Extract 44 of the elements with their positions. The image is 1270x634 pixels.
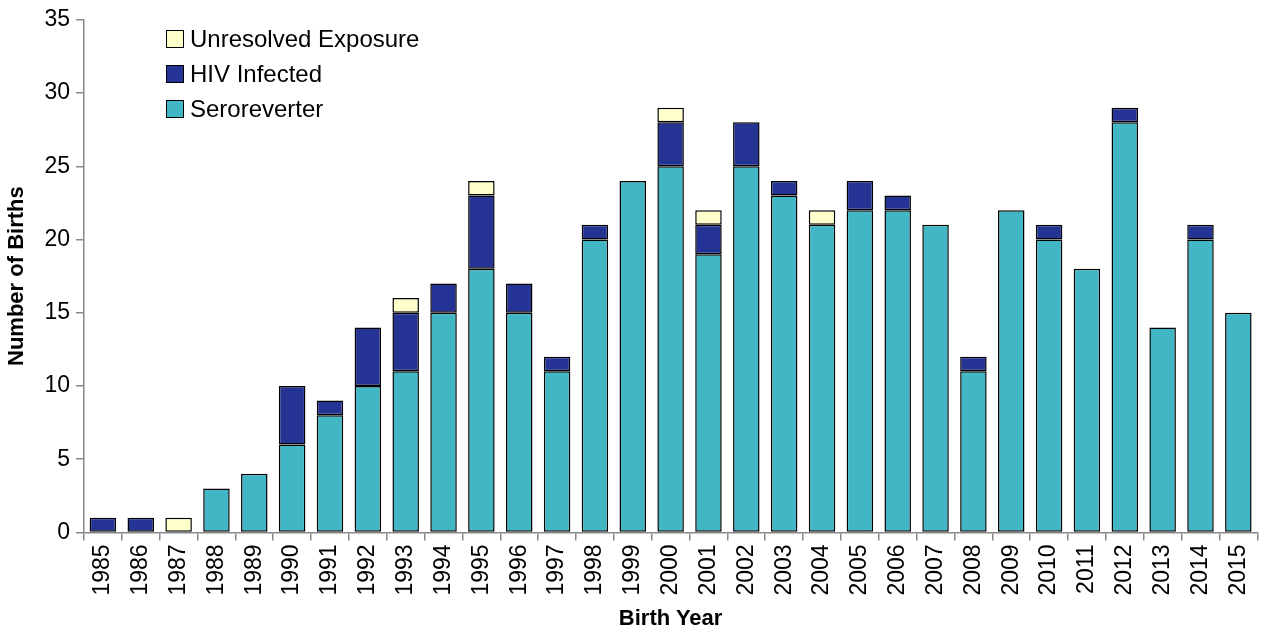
- x-tick-label: 2009: [996, 544, 1023, 596]
- x-axis-title: Birth Year: [618, 604, 723, 630]
- x-tick-label: 2013: [1147, 544, 1174, 596]
- x-tick-label: 1989: [239, 544, 266, 596]
- x-tick-label: 1996: [504, 544, 531, 596]
- x-tick-label: 2000: [655, 544, 682, 596]
- x-tick-label: 1999: [618, 544, 645, 596]
- x-tick-label: 2001: [693, 544, 720, 596]
- x-tick-label: 2008: [958, 544, 985, 596]
- y-tick-label: 25: [44, 151, 70, 178]
- x-tick-label: 1992: [353, 544, 380, 596]
- x-tick-label: 1990: [277, 544, 304, 596]
- y-tick-label: 15: [44, 298, 70, 325]
- y-axis-title: Number of Births: [3, 186, 29, 366]
- x-tick-label: 1987: [163, 544, 190, 596]
- x-tick-label: 2010: [1034, 544, 1061, 596]
- y-tick-label: 5: [57, 444, 70, 471]
- x-tick-label: 1991: [315, 544, 342, 596]
- x-tick-label: 1997: [542, 544, 569, 596]
- x-tick-label: 2011: [1072, 544, 1099, 594]
- x-tick-label: 2007: [920, 544, 947, 596]
- x-tick-label: 2002: [731, 544, 758, 596]
- x-tick-label: 2015: [1223, 544, 1250, 596]
- y-tick-label: 30: [44, 78, 70, 105]
- x-tick-label: 2003: [769, 544, 796, 596]
- x-tick-label: 1998: [580, 544, 607, 596]
- legend-label: HIV Infected: [189, 60, 323, 89]
- x-tick-label: 2005: [845, 544, 872, 596]
- y-tick-label: 35: [44, 5, 70, 32]
- x-tick-label: 1995: [466, 544, 493, 596]
- x-tick-label: 1986: [126, 544, 153, 596]
- x-tick-label: 1988: [201, 544, 228, 596]
- y-tick-label: 10: [44, 371, 70, 398]
- x-tick-label: 1985: [88, 544, 115, 596]
- x-tick-label: 2004: [807, 544, 834, 596]
- legend-label: Unresolved Exposure: [189, 25, 420, 54]
- legend-label: Seroreverter: [189, 95, 324, 124]
- x-tick-label: 2012: [1110, 544, 1137, 596]
- y-tick-label: 0: [57, 517, 70, 544]
- y-tick-label: 20: [44, 224, 70, 251]
- x-tick-label: 1993: [391, 544, 418, 596]
- x-tick-label: 1994: [428, 544, 455, 596]
- x-tick-label: 2014: [1185, 544, 1212, 596]
- x-tick-label: 2006: [883, 544, 910, 596]
